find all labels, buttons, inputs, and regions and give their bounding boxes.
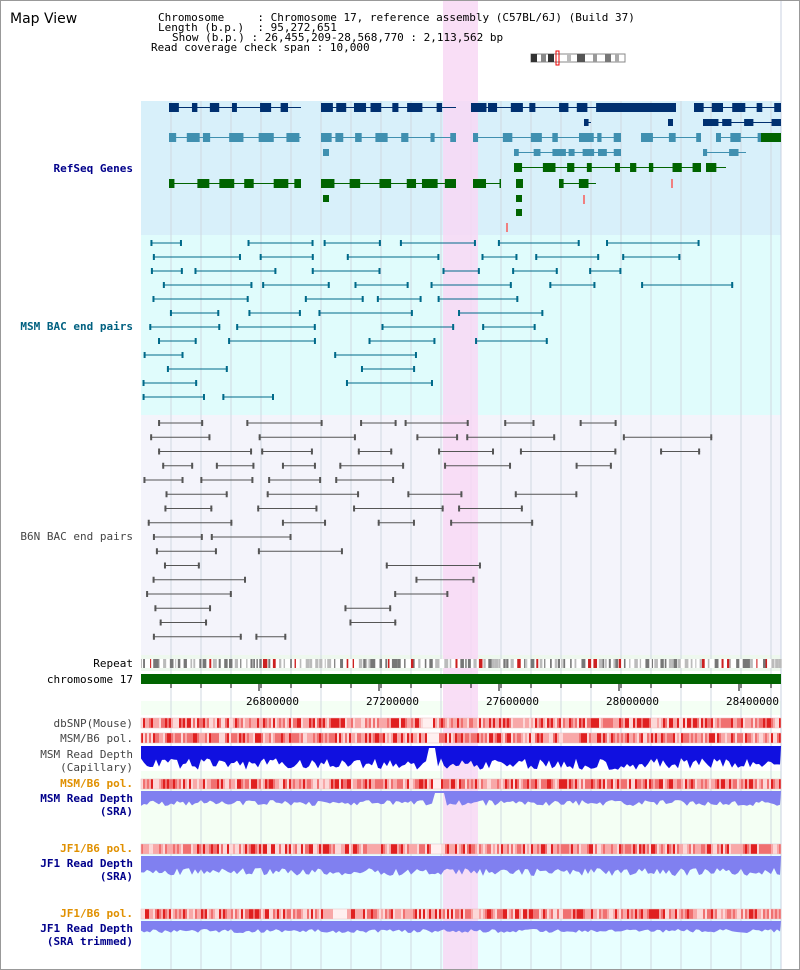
page-title: Map View (10, 11, 78, 27)
axis-tick-label: 28000000 (606, 695, 659, 708)
track-label-msm-b6-pol[interactable]: MSM/B6 pol. (60, 732, 133, 745)
track-label-chromosome: chromosome 17 (46, 673, 133, 686)
chromosome-info: Chromosome : Chromosome 17, reference as… (158, 11, 635, 24)
msm-depth-sra-area (141, 791, 781, 806)
msm-b6-pol-heatmap (140, 732, 782, 744)
track-label-dbsnp[interactable]: dbSNP(Mouse) (53, 717, 133, 730)
jf1-depth-trimmed-area (141, 921, 781, 933)
track-label-msm-bac[interactable]: MSM BAC end pairs (20, 320, 133, 333)
track-label-msm-b6-pol-2[interactable]: MSM/B6 pol. (60, 777, 133, 790)
axis-tick-label: 28400000 (726, 695, 779, 708)
chromosome-bar (141, 674, 781, 684)
jf1-b6-pol-heatmap (140, 843, 782, 855)
track-label-jf1-depth-sra[interactable]: JF1 Read Depth (SRA) (40, 857, 133, 883)
axis-tick-label: 26800000 (246, 695, 299, 708)
axis-tick-label: 27200000 (366, 695, 419, 708)
track-label-jf1-b6-pol-2[interactable]: JF1/B6 pol. (60, 907, 133, 920)
axis-tick-label: 27600000 (486, 695, 539, 708)
length-info: Length (b.p.) : 95,272,651 (158, 21, 337, 34)
msm-depth-capillary-area (141, 746, 781, 770)
jf1-b6-pol-heatmap-2 (140, 908, 782, 920)
track-label-jf1-depth-trimmed[interactable]: JF1 Read Depth (SRA trimmed) (40, 922, 133, 948)
track-label-b6n-bac[interactable]: B6N BAC end pairs (20, 530, 133, 543)
track-label-repeat[interactable]: Repeat (93, 657, 133, 670)
msm-b6-pol-heatmap-2 (140, 778, 782, 790)
coverage-info: Read coverage check span : 10,000 (151, 41, 370, 54)
track-label-jf1-b6-pol[interactable]: JF1/B6 pol. (60, 842, 133, 855)
track-label-msm-depth-sra[interactable]: MSM Read Depth (SRA) (40, 792, 133, 818)
dbsnp-heatmap (140, 717, 782, 729)
track-label-msm-depth-capillary[interactable]: MSM Read Depth (Capillary) (40, 748, 133, 774)
track-label-refseq[interactable]: RefSeq Genes (53, 162, 133, 175)
ideogram-position-marker (555, 50, 560, 66)
jf1-depth-sra-area (141, 856, 781, 876)
show-info: Show (b.p.) : 26,455,209-28,568,770 : 2,… (172, 31, 504, 44)
selected-region-highlight (443, 1, 478, 969)
